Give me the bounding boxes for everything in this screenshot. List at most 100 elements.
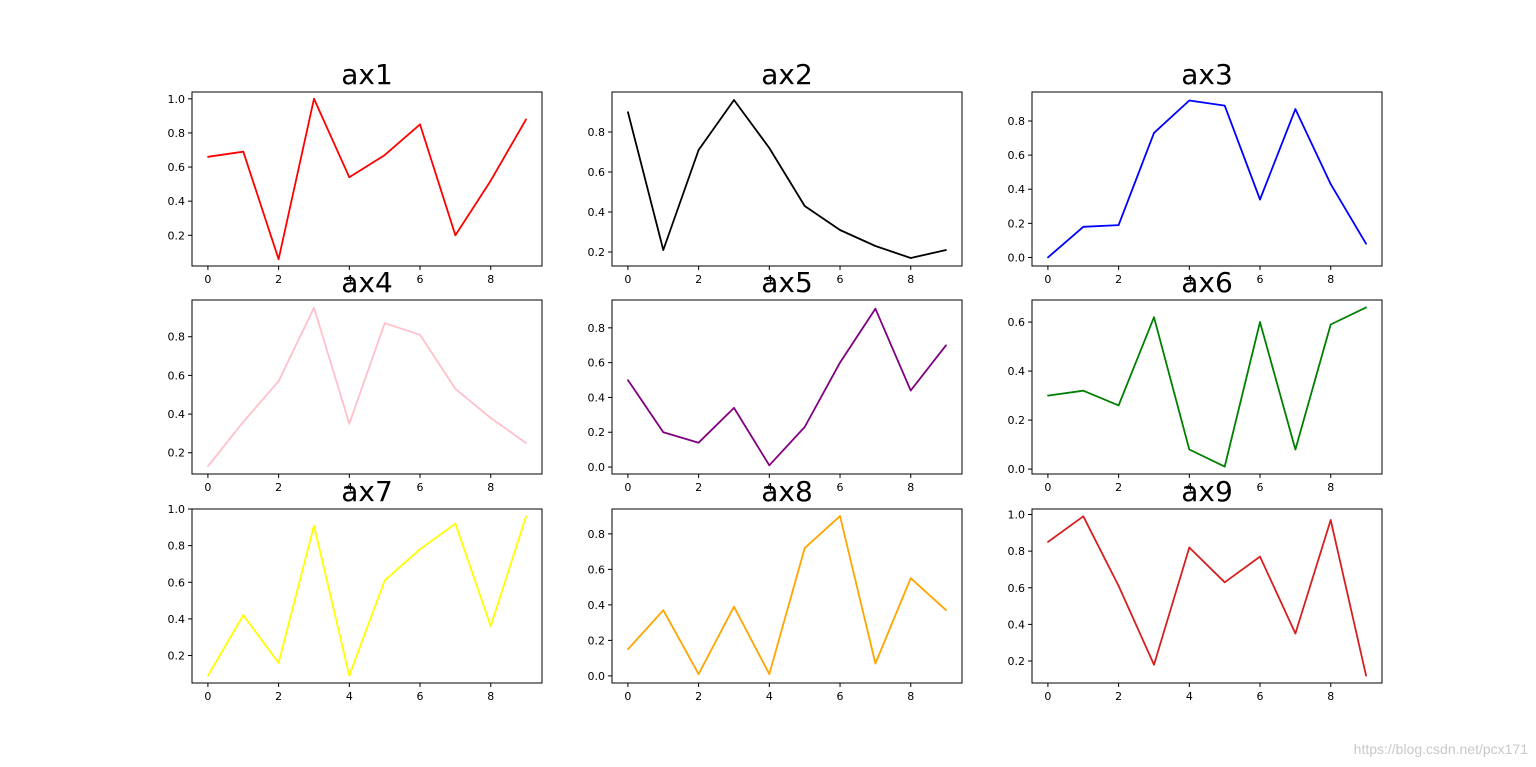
subplot-title: ax5 — [761, 266, 813, 299]
y-tick-label: 0.0 — [1008, 463, 1026, 476]
subplot-2: 0 2 4 6 8 0.2 0.4 0.6 0.8 ax2 — [588, 58, 963, 286]
y-tick-label: 0.8 — [588, 528, 606, 541]
y-tick-label: 0.2 — [1008, 217, 1026, 230]
x-tick-label: 6 — [417, 273, 424, 286]
data-point — [945, 249, 947, 251]
data-point — [383, 579, 386, 582]
y-tick-label: 0.6 — [168, 161, 186, 174]
data-point — [1329, 323, 1332, 326]
data-point — [697, 441, 700, 444]
series-line — [627, 307, 947, 467]
x-tick-label: 8 — [907, 481, 914, 494]
subplot-title: ax8 — [761, 475, 813, 508]
data-point — [1223, 465, 1226, 468]
series-line — [207, 97, 527, 261]
data-point — [733, 407, 735, 409]
data-point — [207, 465, 209, 468]
data-point — [839, 361, 841, 364]
series-line — [1047, 515, 1367, 676]
data-point — [348, 176, 351, 179]
x-tick-label: 2 — [1115, 273, 1122, 286]
data-point — [242, 614, 245, 617]
x-tick-label: 4 — [346, 481, 353, 494]
data-point — [313, 306, 315, 309]
data-point — [768, 464, 771, 467]
data-point — [733, 99, 735, 101]
x-tick-label: 0 — [624, 481, 631, 494]
data-point — [242, 421, 245, 423]
data-point — [662, 609, 665, 612]
x-tick-label: 0 — [1044, 481, 1051, 494]
y-tick-label: 0.8 — [168, 331, 186, 344]
data-point — [489, 179, 492, 182]
data-point — [697, 149, 700, 151]
subplot-8: 0 2 4 6 8 0.0 0.2 0.4 0.6 0.8 ax8 — [588, 475, 963, 703]
x-tick-label: 0 — [624, 273, 631, 286]
y-tick-label: 0.4 — [588, 206, 606, 219]
data-point — [383, 154, 386, 156]
data-point — [1259, 198, 1261, 201]
data-point — [525, 515, 527, 518]
y-tick-label: 0.8 — [588, 126, 606, 139]
data-point — [1294, 632, 1297, 635]
plot-frame — [191, 91, 543, 267]
data-point — [1188, 546, 1191, 549]
x-tick-label: 8 — [487, 273, 494, 286]
data-point — [909, 389, 912, 392]
series-line — [627, 515, 947, 675]
data-point — [1294, 108, 1297, 110]
data-point — [1365, 306, 1367, 309]
y-tick-label: 0.4 — [1008, 183, 1026, 196]
x-tick-label: 2 — [695, 690, 702, 703]
subplot-6: 0 2 4 6 8 0.0 0.2 0.4 0.6 ax6 — [1008, 266, 1383, 494]
data-point — [277, 662, 280, 664]
data-point — [1188, 448, 1191, 451]
x-tick-label: 0 — [1044, 690, 1051, 703]
y-tick-label: 0.6 — [1008, 316, 1026, 329]
subplot-title: ax4 — [341, 266, 393, 299]
data-point — [1223, 581, 1226, 584]
y-tick-label: 0.6 — [588, 357, 606, 370]
data-point — [768, 673, 771, 675]
data-point — [1117, 585, 1120, 587]
data-point — [874, 662, 877, 665]
data-point — [1082, 389, 1085, 392]
watermark-text: https://blog.csdn.net/pcx171 — [1353, 741, 1528, 757]
plot-frame — [1031, 508, 1383, 684]
x-tick-label: 4 — [766, 690, 773, 703]
y-tick-label: 0.2 — [588, 426, 606, 439]
y-tick-label: 0.4 — [1008, 365, 1026, 378]
y-tick-label: 1.0 — [168, 503, 186, 516]
data-point — [1188, 99, 1191, 102]
data-point — [1082, 515, 1085, 518]
subplot-4: 0 2 4 6 8 0.2 0.4 0.6 0.8 ax4 — [168, 266, 543, 494]
data-point — [454, 388, 457, 390]
data-point — [1047, 541, 1049, 543]
data-point — [1153, 663, 1155, 666]
y-tick-label: 0.2 — [168, 229, 186, 242]
data-point — [1082, 225, 1085, 228]
data-point — [662, 431, 665, 434]
data-point — [419, 334, 421, 336]
y-tick-label: 0.4 — [1008, 618, 1026, 631]
y-tick-label: 0.8 — [168, 127, 186, 140]
data-point — [1117, 404, 1120, 407]
y-tick-label: 0.6 — [1008, 582, 1026, 595]
data-point — [313, 524, 315, 527]
y-tick-label: 0.8 — [1008, 115, 1026, 128]
x-tick-label: 6 — [1257, 690, 1264, 703]
data-point — [348, 422, 351, 425]
y-tick-label: 1.0 — [1008, 508, 1026, 521]
data-point — [525, 442, 527, 444]
subplot-title: ax1 — [341, 58, 393, 91]
y-tick-label: 0.2 — [168, 447, 186, 460]
x-tick-label: 6 — [417, 690, 424, 703]
data-point — [909, 577, 912, 580]
data-point — [313, 98, 315, 100]
subplot-3: 0 2 4 6 8 0.0 0.2 0.4 0.6 0.8 ax3 — [1008, 58, 1383, 286]
data-point — [627, 111, 629, 113]
series-line — [207, 306, 527, 467]
y-tick-label: 0.0 — [588, 461, 606, 474]
y-tick-label: 0.8 — [1008, 545, 1026, 558]
